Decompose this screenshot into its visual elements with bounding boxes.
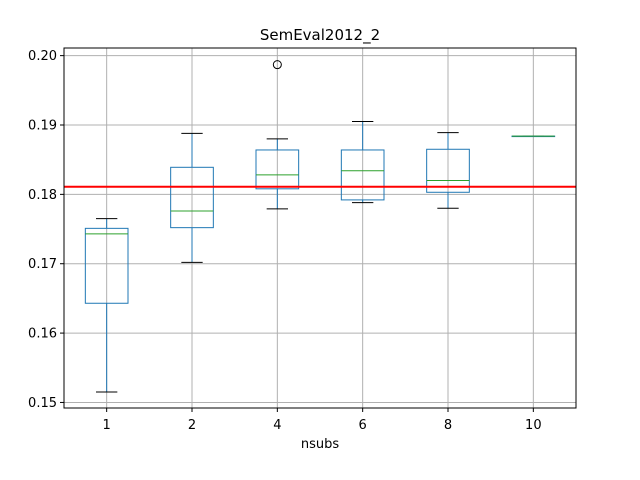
- plot-frame: [63, 47, 577, 409]
- outlier-point: [272, 60, 282, 70]
- y-tick-label: 0.20: [28, 49, 57, 64]
- box-group: [255, 60, 300, 210]
- y-tick-label: 0.18: [28, 188, 57, 203]
- grid-layer: [64, 48, 576, 408]
- box-group: [511, 135, 556, 138]
- iqr-box: [84, 227, 129, 304]
- y-tick-label: 0.19: [28, 118, 57, 133]
- y-tick-label: 0.16: [28, 327, 57, 342]
- x-axis-label: nsubs: [301, 437, 340, 452]
- x-tick-label: 10: [525, 418, 542, 433]
- box-layer: [84, 60, 556, 393]
- x-tick-label: 2: [188, 418, 196, 433]
- box-group: [340, 121, 385, 204]
- iqr-box: [340, 149, 385, 201]
- iqr-box: [170, 166, 214, 229]
- y-tick-label: 0.15: [28, 396, 57, 411]
- box-group: [84, 218, 129, 393]
- y-tick-label: 0.17: [28, 257, 57, 272]
- chart-title: SemEval2012_2: [260, 26, 380, 45]
- x-tick-label: 6: [359, 418, 367, 433]
- tick-layer: 0.15 0.16 0.17 0.18 0.19 0.20 1 2 4 6 8 10: [28, 49, 542, 433]
- x-tick-label: 1: [103, 418, 111, 433]
- x-tick-label: 4: [273, 418, 281, 433]
- box-group: [170, 132, 214, 263]
- x-tick-label: 8: [444, 418, 452, 433]
- box-group: [426, 132, 470, 209]
- iqr-box: [426, 148, 470, 193]
- iqr-box: [255, 149, 300, 190]
